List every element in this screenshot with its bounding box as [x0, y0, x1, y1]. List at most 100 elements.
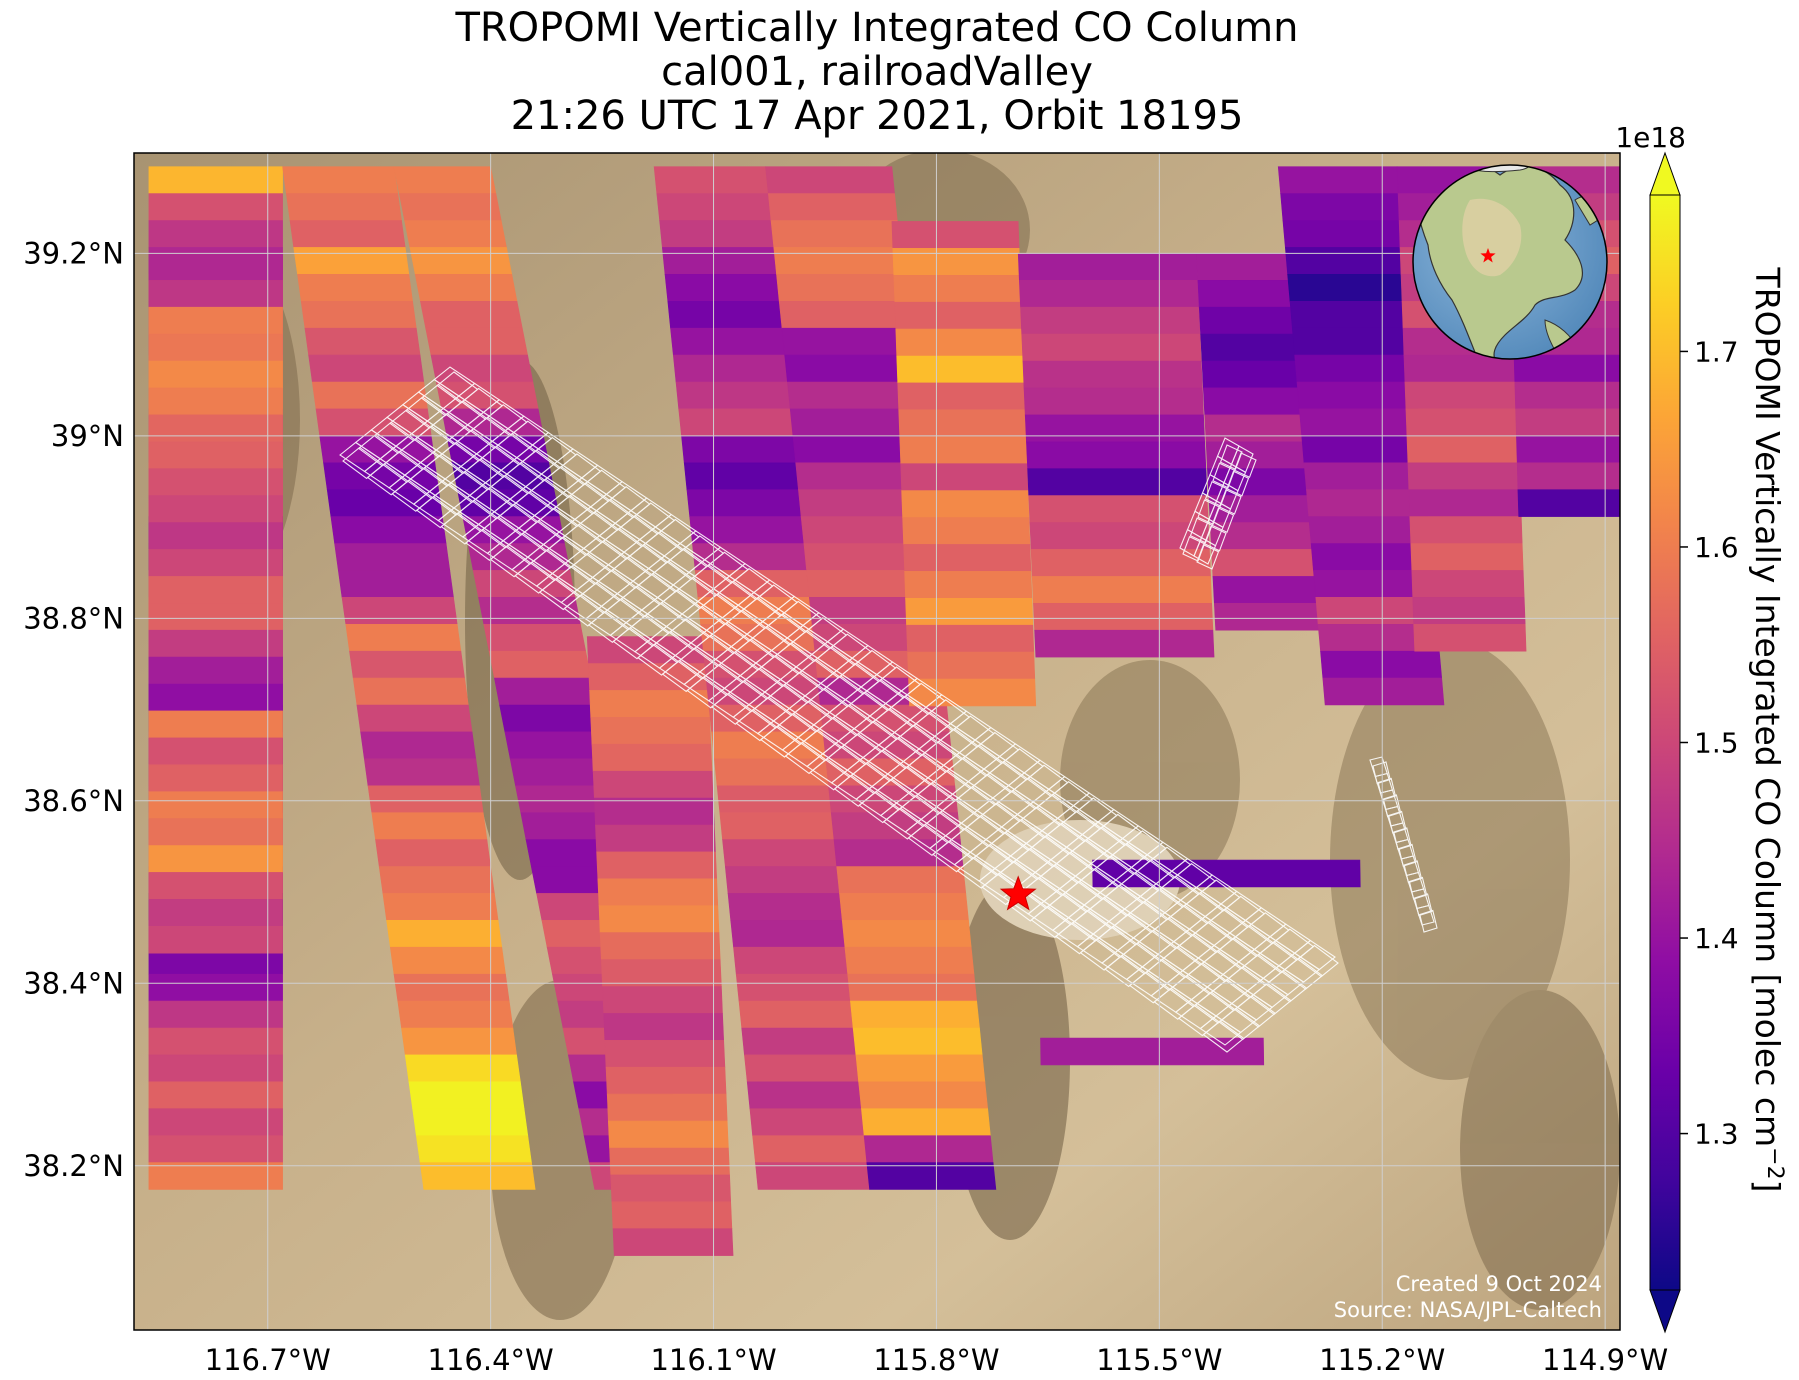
x-tick-label: 115.5°W	[1096, 1343, 1222, 1377]
co-pixel	[148, 710, 283, 739]
co-pixel	[1289, 300, 1412, 329]
co-pixel	[589, 690, 710, 718]
co-pixel	[902, 517, 1031, 545]
co-pixel	[148, 872, 283, 900]
colorbar-extend-max	[1649, 151, 1681, 196]
co-pixel	[148, 549, 283, 577]
co-pixel	[337, 570, 454, 598]
globe-outline	[1412, 164, 1608, 360]
co-pixel	[606, 1093, 728, 1122]
co-pixel	[602, 986, 723, 1014]
co-pixel	[746, 1081, 862, 1109]
y-tick-label: 38.6°N	[23, 784, 124, 818]
co-pixel	[836, 866, 967, 894]
co-pixel	[896, 355, 1025, 384]
co-pixel	[148, 1162, 283, 1190]
graticule	[134, 153, 1620, 1330]
co-pixel	[1027, 468, 1208, 496]
co-pixel	[148, 193, 283, 221]
co-pixel	[895, 328, 1024, 357]
co-pixel	[664, 273, 780, 302]
co-pixel	[1405, 408, 1519, 437]
footprint-small-east	[1416, 904, 1435, 926]
co-pixel	[605, 1066, 727, 1095]
co-pixel	[607, 1120, 729, 1149]
co-pixel	[389, 946, 506, 975]
co-pixel	[148, 1081, 283, 1109]
colorbar-label: TROPOMI Vertically Integrated CO Column …	[1748, 267, 1787, 1193]
co-pixel	[1517, 489, 1620, 517]
co-pixel	[675, 381, 791, 410]
title-line-1: TROPOMI Vertically Integrated CO Column	[455, 5, 1299, 51]
map-frame	[133, 152, 1621, 1331]
colorbar-ticks: 1.3 1.4 1.5 1.6 1.7	[1680, 335, 1739, 1151]
co-pixel	[1024, 414, 1206, 443]
co-pixel	[148, 468, 283, 496]
co-pixel	[1406, 435, 1520, 464]
co-pixel	[591, 743, 713, 772]
co-pixel	[907, 651, 1036, 680]
co-pixel	[841, 919, 972, 948]
co-pixel	[600, 959, 722, 987]
co-pixel	[1280, 193, 1403, 221]
co-pixel	[148, 360, 283, 389]
co-pixel	[670, 327, 786, 356]
co-pixel	[1291, 327, 1414, 356]
co-pixel	[610, 1174, 732, 1203]
co-pixel	[1296, 381, 1419, 410]
co-pixel	[1020, 306, 1201, 335]
co-pixel	[148, 818, 283, 846]
co-pixel	[722, 839, 838, 867]
co-pixel	[1284, 247, 1407, 275]
co-pixel	[148, 576, 283, 604]
co-pixel	[844, 946, 975, 975]
co-pixel	[1515, 408, 1620, 437]
co-pixel	[375, 839, 491, 867]
footprint-small-north	[1196, 543, 1220, 570]
co-pixel	[415, 1135, 532, 1163]
x-tick-label: 115.2°W	[1319, 1343, 1445, 1377]
co-pixel	[850, 1000, 980, 1029]
co-pixel	[401, 1027, 517, 1056]
co-pixel	[282, 166, 399, 194]
co-pixel	[378, 866, 495, 894]
co-pixel	[289, 220, 406, 248]
co-pixel	[1413, 623, 1527, 652]
co-pixel	[425, 327, 528, 356]
co-pixel	[148, 306, 283, 335]
co-pixel	[1298, 408, 1421, 437]
co-pixel	[488, 650, 592, 679]
co-pixel	[1033, 602, 1214, 631]
co-pixel	[1294, 354, 1417, 383]
co-pixel	[784, 354, 915, 383]
co-pixel	[1023, 387, 1204, 416]
co-pixel	[386, 919, 503, 948]
figure-title: TROPOMI Vertically Integrated CO Column …	[134, 6, 1620, 138]
footprint-small-north	[1203, 525, 1227, 552]
co-pixel	[414, 273, 518, 302]
co-pixel	[1017, 253, 1199, 281]
colorbar-label-exponent: −2	[1762, 1147, 1787, 1179]
colorbar-label-main: TROPOMI Vertically Integrated CO Column …	[1748, 267, 1787, 1148]
co-pixel	[148, 973, 283, 1002]
co-pixel	[752, 1135, 868, 1163]
target-star-marker	[999, 875, 1037, 911]
co-pixel	[1018, 279, 1200, 308]
co-pixel	[148, 441, 283, 470]
x-tick-label: 115.8°W	[873, 1343, 999, 1377]
co-pixel	[603, 1013, 725, 1041]
co-pixel	[148, 1027, 283, 1056]
co-pixel	[1320, 650, 1443, 679]
co-pixel	[1026, 441, 1207, 470]
co-pixel	[1021, 333, 1202, 362]
co-pixel	[596, 851, 718, 880]
co-pixel	[1303, 462, 1426, 491]
co-pixel	[148, 333, 283, 362]
co-pixel	[419, 1162, 536, 1190]
title-line-2: cal001, railroadValley	[661, 49, 1093, 95]
co-pixel	[735, 973, 851, 1002]
co-pixel	[839, 893, 969, 921]
co-pixel	[1408, 489, 1522, 517]
co-pixel	[863, 1135, 994, 1163]
y-tick-label: 38.4°N	[23, 966, 124, 1000]
